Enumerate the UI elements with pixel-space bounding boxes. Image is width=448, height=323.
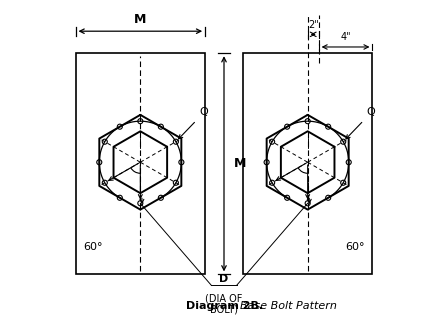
Text: 60°: 60° bbox=[83, 243, 103, 253]
Text: D: D bbox=[220, 274, 228, 284]
Bar bbox=[76, 53, 205, 274]
Text: 2": 2" bbox=[308, 20, 319, 30]
Text: 4": 4" bbox=[340, 32, 351, 42]
Text: (DIA OF
BOLT): (DIA OF BOLT) bbox=[205, 293, 243, 315]
Bar bbox=[243, 53, 372, 274]
Text: M: M bbox=[233, 157, 246, 170]
Text: Q: Q bbox=[199, 107, 208, 117]
Text: 60°: 60° bbox=[345, 243, 365, 253]
Text: M: M bbox=[134, 13, 146, 26]
Text: Base Bolt Pattern: Base Bolt Pattern bbox=[240, 301, 336, 311]
Text: Q: Q bbox=[367, 107, 375, 117]
Text: Diagram 2B.: Diagram 2B. bbox=[186, 301, 263, 311]
